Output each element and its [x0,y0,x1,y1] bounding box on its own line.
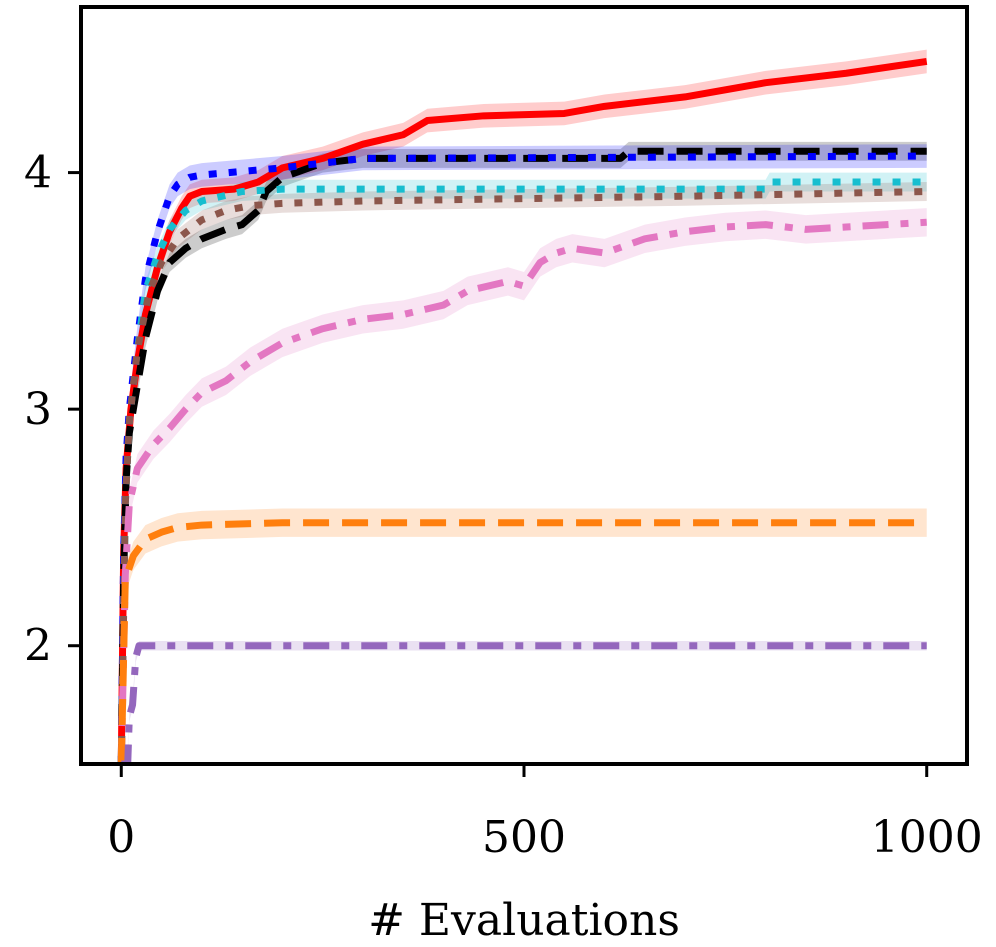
x-axis-label: # Evaluations [368,895,680,946]
series-line-blue-dotted [117,152,927,764]
confidence-bands [121,49,927,764]
series-line-purple-dashdot [121,642,927,764]
y-tick-label: 4 [24,148,52,199]
x-tick-label: 0 [107,812,135,863]
band-cyan-dotted [121,172,927,764]
series-line-cyan-dotted [117,178,927,764]
y-tick-label: 3 [24,384,52,435]
series-lines [117,57,928,764]
band-orange-dashed [121,508,927,764]
band-purple-dashdot [121,640,927,764]
band-pink-dashdot [121,208,927,764]
y-tick-label: 2 [24,621,52,672]
series-line-pink-dashdot [117,218,927,764]
y-axis: 2 3 4 [24,148,81,672]
x-axis: 0 500 1000 [107,764,983,863]
x-tick-label: 1000 [871,812,983,863]
band-brown-dotted [121,182,927,764]
series-line-black-dashed [117,147,927,764]
series-line-brown-dotted [117,188,927,764]
x-tick-label: 500 [482,812,566,863]
series-line-orange-dashed [117,519,927,764]
